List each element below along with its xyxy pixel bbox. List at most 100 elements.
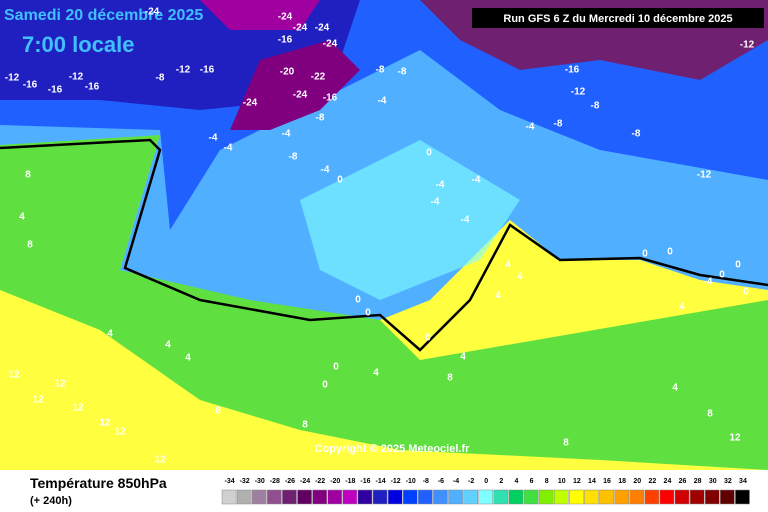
legend-tick-label: -6 [438, 478, 444, 485]
contour-label: 0 [322, 380, 328, 391]
legend-tick-label: 26 [679, 478, 687, 485]
legend-tick-label: -28 [270, 478, 280, 485]
legend-swatch [357, 489, 373, 505]
legend-swatch [569, 489, 584, 505]
legend-tick-label: -4 [453, 478, 459, 485]
legend-tick-label: -14 [375, 478, 385, 485]
contour-label: 12 [114, 427, 126, 438]
legend-swatch [251, 489, 267, 505]
contour-label: 0 [337, 175, 343, 186]
legend-swatch [704, 489, 720, 505]
contour-label: 4 [460, 352, 466, 363]
contour-label: 12 [154, 455, 166, 466]
run-banner [472, 8, 764, 28]
contour-label: -8 [289, 152, 298, 163]
contour-label: 8 [707, 409, 713, 420]
legend-swatch [674, 489, 690, 505]
legend-tick-label: 14 [588, 478, 596, 485]
contour-label: 8 [563, 438, 569, 449]
legend-swatch [659, 489, 675, 505]
legend-swatch [614, 489, 629, 505]
legend-swatch [448, 489, 463, 505]
legend-tick-label: 6 [530, 478, 534, 485]
legend-tick-label: 0 [484, 478, 488, 485]
contour-label: 12 [99, 418, 111, 429]
contour-label: 4 [495, 291, 501, 302]
contour-label: -24 [323, 39, 338, 50]
purple-patch [230, 40, 360, 130]
contour-label: -4 [704, 277, 713, 288]
contour-label: 8 [302, 420, 308, 431]
copyright: Copyright © 2025 Meteociel.fr [315, 443, 471, 455]
legend-swatch [523, 489, 539, 505]
contour-label: 12 [8, 370, 20, 381]
contour-label: -12 [571, 87, 586, 98]
contour-label: -4 [461, 215, 470, 226]
contour-label: -4 [209, 133, 218, 144]
legend-tick-label: -18 [345, 478, 355, 485]
contour-label: 0 [426, 148, 432, 159]
contour-label: 12 [729, 433, 741, 444]
legend-swatch [418, 489, 433, 505]
legend-swatch [387, 489, 403, 505]
legend-tick-label: 8 [545, 478, 549, 485]
contour-label: 4 [107, 329, 113, 340]
legend-tick-label: -10 [406, 478, 416, 485]
legend-tick-label: 30 [709, 478, 717, 485]
legend-swatch [433, 489, 448, 505]
contour-label: -8 [591, 101, 600, 112]
contour-label: 4 [165, 340, 171, 351]
contour-label: -8 [632, 129, 641, 140]
legend-swatch [342, 489, 358, 505]
legend-swatch [508, 489, 524, 505]
contour-label: 12 [32, 395, 44, 406]
legend-tick-label: -12 [391, 478, 401, 485]
contour-label: -24 [293, 23, 308, 34]
contour-label: -16 [85, 82, 100, 93]
legend-swatch [478, 489, 494, 505]
footer-title: Température 850hPa [30, 475, 167, 491]
contour-label: -24 [293, 90, 308, 101]
legend-swatch [553, 489, 569, 505]
legend-tick-label: -22 [315, 478, 325, 485]
legend-tick-label: 10 [558, 478, 566, 485]
mild-zone [0, 130, 768, 470]
contour-label: -8 [316, 113, 325, 124]
legend-tick-label: 12 [573, 478, 581, 485]
contour-label: 0 [425, 333, 431, 344]
contour-label: 0 [735, 260, 741, 271]
contour-label: -4 [526, 122, 535, 133]
contour-label: 12 [54, 379, 66, 390]
contour-label: -4 [321, 165, 330, 176]
legend-tick-label: -34 [224, 478, 234, 485]
contour-label: -8 [398, 67, 407, 78]
contour-label: 4 [517, 272, 523, 283]
legend-swatch [689, 489, 705, 505]
contour-label: 8 [27, 240, 33, 251]
legend-swatch [402, 489, 418, 505]
contour-label: 0 [333, 362, 339, 373]
contour-label: -16 [278, 35, 293, 46]
contour-label: -4 [431, 197, 440, 208]
contour-label: 0 [365, 308, 371, 319]
contour-label: 4 [185, 353, 191, 364]
contour-label: -12 [5, 73, 20, 84]
contour-label: 0 [642, 249, 648, 260]
legend-tick-label: -8 [423, 478, 429, 485]
zero-isotherm [0, 138, 768, 352]
contour-label: -8 [376, 65, 385, 76]
legend-swatch [297, 489, 312, 505]
contour-label: -20 [280, 67, 295, 78]
legend-swatch [493, 489, 509, 505]
contour-label: -24 [315, 23, 330, 34]
contour-label: -12 [740, 40, 755, 51]
legend-swatch [312, 489, 327, 505]
contour-label: -4 [282, 129, 291, 140]
contour-label: -12 [176, 65, 191, 76]
contour-label: 8 [215, 406, 221, 417]
contour-label: -24 [145, 7, 160, 18]
forecast-date: Samedi 20 décembre 2025 [4, 7, 203, 24]
near-zero-zone [300, 140, 520, 300]
contour-label: -24 [243, 98, 258, 109]
